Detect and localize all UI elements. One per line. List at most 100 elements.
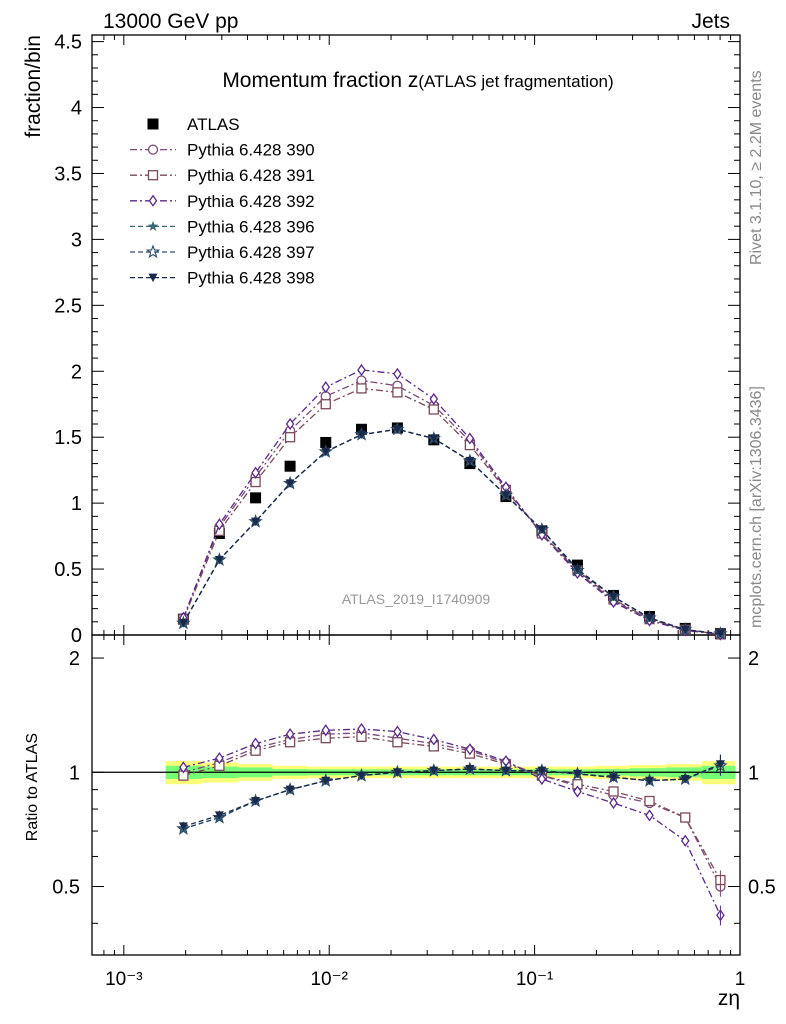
legend-label: Pythia 6.428 396 bbox=[187, 217, 315, 236]
ratio-y-tick-label: 0.5 bbox=[52, 877, 80, 899]
data-point bbox=[356, 383, 367, 394]
ratio-y-tick-label: 2 bbox=[748, 648, 759, 670]
y-tick-label: 1 bbox=[71, 493, 82, 515]
data-point bbox=[573, 785, 582, 798]
ratio-frame bbox=[91, 634, 741, 956]
legend-label: Pythia 6.428 397 bbox=[187, 243, 315, 262]
data-point bbox=[285, 785, 295, 795]
ratio-ylabel: Ratio to ATLAS bbox=[24, 733, 41, 841]
series-line bbox=[182, 387, 721, 635]
legend-label: Pythia 6.428 398 bbox=[187, 269, 315, 288]
y-tick-label: 3 bbox=[71, 229, 82, 251]
data-point bbox=[393, 725, 402, 738]
data-point bbox=[321, 380, 331, 394]
data-point bbox=[465, 765, 475, 774]
data-point bbox=[572, 565, 582, 574]
x-axis-label: zη bbox=[718, 987, 740, 1010]
data-point bbox=[609, 796, 618, 810]
ratio-y-tick-label: 1 bbox=[69, 762, 80, 784]
legend-label: ATLAS bbox=[187, 115, 240, 134]
data-point bbox=[251, 517, 261, 527]
x-tick-label: 10⁻³ bbox=[105, 969, 143, 990]
data-point bbox=[176, 821, 191, 835]
main-ylabel: fraction/bin bbox=[22, 35, 45, 138]
x-tick-label: 10⁻¹ bbox=[516, 969, 554, 990]
data-point bbox=[147, 170, 159, 181]
data-point bbox=[285, 479, 295, 488]
data-point bbox=[178, 619, 188, 628]
data-point bbox=[428, 404, 439, 415]
data-point bbox=[285, 417, 295, 431]
ratio-y-tick-label: 0.5 bbox=[748, 877, 776, 899]
data-point bbox=[214, 811, 224, 820]
y-tick-label: 4 bbox=[71, 98, 82, 120]
data-point bbox=[572, 769, 582, 779]
data-point bbox=[284, 460, 296, 472]
data-point bbox=[148, 194, 158, 207]
data-point bbox=[250, 492, 262, 504]
data-point bbox=[680, 812, 691, 823]
data-point bbox=[147, 220, 159, 231]
data-point bbox=[429, 766, 439, 776]
data-point bbox=[645, 776, 655, 786]
series-line bbox=[183, 732, 721, 887]
data-point bbox=[321, 724, 331, 737]
data-point bbox=[465, 432, 475, 445]
data-point bbox=[645, 613, 655, 623]
data-point bbox=[284, 432, 296, 443]
plot-title-main: Momentum fraction bbox=[222, 69, 408, 92]
data-point bbox=[321, 447, 331, 457]
ratio-series bbox=[178, 727, 726, 897]
series-line bbox=[182, 369, 721, 636]
series-line bbox=[183, 728, 721, 916]
data-point bbox=[357, 722, 366, 736]
data-point bbox=[429, 392, 439, 406]
analysis-label: ATLAS_2019_I1740909 bbox=[342, 591, 491, 607]
data-point bbox=[145, 244, 161, 259]
y-tick-label: 2 bbox=[71, 361, 82, 383]
data-point bbox=[320, 436, 332, 448]
plot-title-sub: (ATLAS jet fragmentation) bbox=[418, 72, 613, 91]
header-right: Jets bbox=[691, 10, 730, 33]
side-label-bottom: mcplots.cern.ch [arXiv:1306.3436] bbox=[748, 386, 765, 628]
plot-title: Momentum fraction z(ATLAS jet fragmentat… bbox=[222, 69, 613, 92]
data-point bbox=[356, 771, 366, 781]
data-point bbox=[212, 809, 227, 824]
ratio-series bbox=[178, 731, 726, 891]
x-tick-label: 1 bbox=[735, 969, 746, 990]
series-line bbox=[182, 379, 721, 635]
main-series bbox=[178, 425, 725, 639]
legend: ATLAS Pythia 6.428 390 Pythia 6.428 391 Pyt… bbox=[130, 115, 315, 288]
data-point bbox=[715, 629, 725, 639]
data-point bbox=[429, 434, 439, 444]
legend-label: Pythia 6.428 391 bbox=[187, 166, 315, 185]
y-tick-label: 1.5 bbox=[54, 427, 82, 449]
ratio-panel: 10⁻³ 10⁻² 10⁻¹ 1 0.5 0.5 1 1 2 2 bbox=[52, 634, 776, 990]
data-point bbox=[392, 768, 402, 777]
data-point bbox=[501, 491, 511, 500]
data-point bbox=[357, 363, 366, 377]
data-point bbox=[321, 776, 331, 786]
data-point bbox=[537, 772, 547, 786]
y-tick-label: 4.5 bbox=[54, 32, 82, 54]
data-point bbox=[609, 592, 619, 602]
data-point bbox=[147, 144, 159, 155]
y-tick-label: 3.5 bbox=[54, 163, 82, 185]
y-tick-label: 0.5 bbox=[54, 559, 82, 581]
ratio-series bbox=[179, 722, 725, 926]
y-tick-label: 0 bbox=[71, 625, 82, 647]
data-point bbox=[501, 766, 511, 776]
data-point bbox=[429, 733, 439, 746]
data-point bbox=[465, 743, 475, 756]
data-point bbox=[645, 809, 654, 822]
data-point bbox=[392, 737, 403, 748]
data-point bbox=[215, 751, 224, 765]
plot-title-symbol: z bbox=[408, 69, 419, 92]
header-left: 13000 GeV pp bbox=[103, 10, 238, 33]
data-point bbox=[608, 786, 619, 797]
x-tick-label: 10⁻² bbox=[310, 969, 348, 990]
data-point bbox=[680, 834, 690, 847]
data-point bbox=[147, 118, 159, 130]
data-point bbox=[644, 795, 655, 807]
